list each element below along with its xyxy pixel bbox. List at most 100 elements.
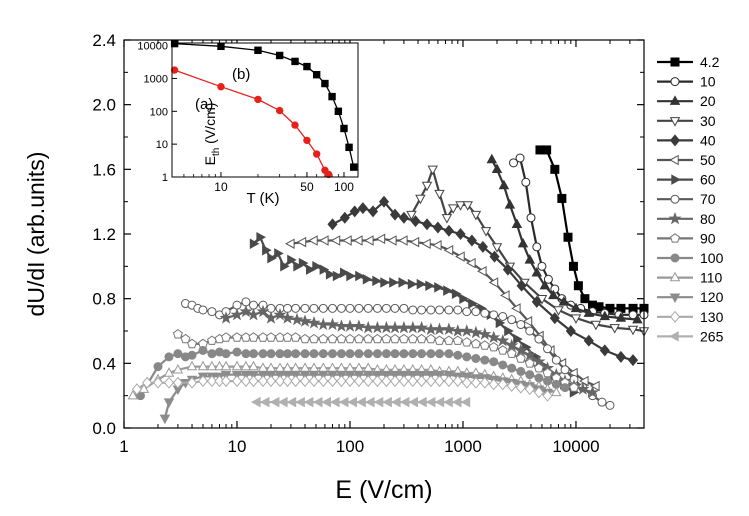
data-point-30 (427, 165, 438, 176)
inset-data-point (254, 95, 262, 104)
data-point-70 (408, 305, 418, 315)
inset-y-tick-label: 1000 (144, 73, 168, 85)
x-tick-label: 100 (336, 437, 364, 456)
data-point-100 (399, 349, 409, 359)
data-point-80 (352, 319, 366, 332)
data-point-50 (308, 235, 318, 246)
data-point-4.2 (557, 193, 567, 203)
series-90 (172, 328, 579, 392)
data-point-100 (471, 353, 481, 363)
data-point-100 (153, 362, 163, 372)
data-point-90 (266, 332, 276, 342)
y-tick-label: 0.4 (92, 354, 116, 373)
data-point-130 (389, 375, 401, 388)
data-point-130 (152, 376, 164, 389)
data-point-50 (590, 380, 600, 392)
data-point-60 (346, 270, 356, 282)
inset-data-point (334, 107, 343, 116)
inset-data-point (350, 163, 358, 171)
data-point-60 (451, 288, 462, 300)
legend-label: 80 (700, 211, 716, 227)
data-point-70 (426, 305, 436, 315)
data-point-120 (163, 398, 175, 408)
legend-label: 100 (700, 250, 724, 266)
data-point-90 (515, 353, 526, 363)
data-point-4.2 (605, 303, 615, 313)
data-point-90 (363, 333, 374, 344)
x-tick-label: 10 (228, 437, 247, 456)
data-point-40 (410, 215, 421, 228)
data-point-130 (336, 375, 347, 388)
data-point-90 (407, 333, 418, 344)
data-point-265 (303, 396, 314, 408)
series-80 (219, 304, 600, 399)
data-point-80 (505, 338, 519, 352)
data-point-90 (425, 333, 436, 344)
inset-data-point (324, 170, 333, 179)
legend-item-10: 10 (657, 74, 716, 90)
y-tick-label: 0.0 (92, 419, 116, 438)
data-point-50 (455, 251, 465, 262)
data-point-80 (290, 312, 304, 326)
data-point-70 (336, 303, 346, 313)
data-point-90 (354, 333, 364, 344)
data-point-60 (434, 282, 444, 293)
inset-y-label-main: E (202, 156, 218, 165)
legend-item-120: 120 (657, 289, 724, 305)
data-point-130 (142, 376, 153, 389)
data-point-100 (283, 349, 293, 359)
data-point-50 (353, 235, 363, 246)
data-point-130 (416, 375, 427, 388)
series-100 (136, 345, 570, 401)
series-30 (406, 165, 650, 337)
data-point-20 (511, 218, 523, 228)
legend: 4.2 10 20 30 40 50 60 70 80 90 100 110 120 130 265 (657, 54, 724, 344)
y-axis-label: dU/dI (arb.units) (23, 152, 49, 317)
data-point-100 (300, 349, 310, 359)
data-point-90 (488, 341, 499, 352)
data-point-20 (524, 254, 536, 264)
data-point-60 (416, 278, 427, 290)
data-point-70 (399, 303, 409, 313)
data-point-70 (291, 303, 301, 313)
data-point-110 (214, 360, 225, 371)
data-point-100 (345, 349, 355, 359)
data-point-100 (327, 349, 337, 359)
data-point-20 (517, 237, 529, 248)
data-point-80 (442, 322, 456, 336)
legend-item-130: 130 (657, 309, 724, 325)
data-point-60 (298, 257, 309, 269)
data-point-60 (362, 274, 373, 285)
legend-marker (670, 57, 680, 67)
data-point-90 (290, 332, 301, 342)
data-point-20 (531, 266, 543, 277)
data-point-70 (480, 308, 490, 318)
data-point-40 (367, 205, 379, 218)
data-point-100 (489, 357, 499, 367)
data-point-10 (550, 284, 560, 294)
data-point-70 (381, 303, 391, 313)
data-point-100 (453, 350, 463, 360)
data-point-30 (553, 306, 564, 316)
data-point-130 (425, 375, 436, 388)
data-point-70 (551, 355, 561, 365)
data-point-70 (241, 297, 251, 307)
data-point-130 (172, 376, 183, 389)
data-point-90 (443, 335, 454, 345)
series-265 (251, 396, 471, 408)
data-point-70 (354, 303, 364, 313)
data-point-80 (496, 333, 510, 347)
data-point-100 (241, 349, 251, 359)
data-point-40 (357, 202, 368, 215)
inset-x-tick-label: 10 (214, 180, 228, 194)
inset-data-point (254, 46, 262, 54)
data-point-100 (462, 352, 472, 362)
data-point-70 (372, 303, 382, 313)
data-point-90 (569, 382, 579, 392)
data-point-100 (498, 360, 508, 370)
data-point-130 (372, 375, 383, 388)
data-point-110 (551, 386, 562, 397)
